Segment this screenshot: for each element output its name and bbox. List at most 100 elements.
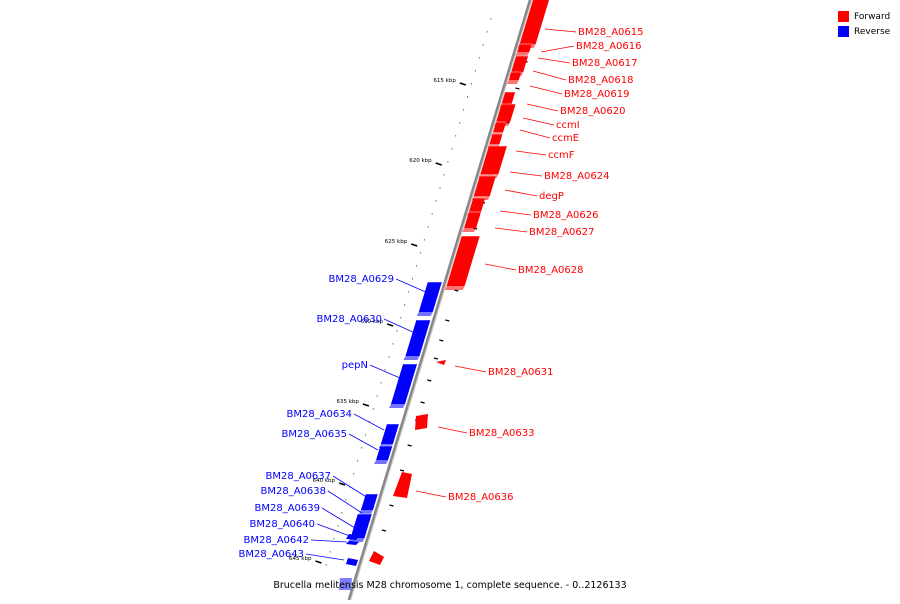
ruler-dot: [412, 278, 414, 280]
forward-gene-label: BM28_A0620: [560, 106, 626, 117]
ruler-dot: [439, 187, 441, 189]
ruler-dot: [443, 174, 445, 176]
scale-tick: [454, 289, 459, 292]
reverse-gene-leader: [310, 539, 348, 543]
forward-gene-block: [473, 176, 496, 196]
forward-gene-leader: [519, 129, 551, 139]
ruler-dot: [419, 252, 421, 254]
scale-tick: [399, 469, 405, 472]
ruler-dot: [329, 551, 331, 553]
ruler-dot: [463, 109, 465, 111]
ruler-dot: [388, 356, 390, 358]
reverse-gene-label: BM28_A0640: [249, 519, 315, 530]
ruler-dot: [353, 473, 355, 475]
forward-gene-label: BM28_A0624: [544, 171, 610, 182]
ruler-dot: [459, 122, 461, 124]
kbp-tick: [338, 482, 346, 486]
ruler-dot: [325, 564, 327, 566]
kbp-label: 640 kbp: [313, 478, 336, 484]
forward-gene-leader: [515, 150, 547, 156]
reverse-gene-label: BM28_A0629: [328, 274, 394, 285]
ruler-dot: [357, 460, 359, 462]
forward-gene-label: ccmI: [556, 120, 580, 131]
reverse-gene-leader: [327, 490, 363, 514]
scale-tick: [439, 339, 444, 342]
kbp-tick: [386, 323, 394, 327]
backbone-line: [347, 0, 532, 601]
forward-gene-block: [446, 236, 480, 286]
forward-gene-block: [464, 212, 481, 228]
scale-tick: [445, 319, 450, 322]
ruler-dot: [341, 512, 343, 514]
forward-gene-label: BM28_A0636: [448, 492, 514, 503]
reverse-gene-label: pepN: [342, 360, 368, 371]
forward-gene-block: [508, 72, 522, 80]
forward-gene-block: [393, 472, 412, 498]
forward-gene-block-shade: [462, 228, 477, 232]
reverse-gene-leader: [395, 278, 429, 294]
forward-gene-block: [493, 122, 507, 132]
forward-gene-leader: [454, 365, 487, 373]
forward-gene-leader: [494, 227, 528, 233]
legend-swatch-reverse: [838, 26, 849, 37]
forward-gene-label: BM28_A0633: [469, 428, 535, 439]
reverse-gene-block: [339, 578, 352, 590]
reverse-gene-block: [405, 320, 431, 356]
forward-gene-leader: [526, 103, 559, 112]
ruler-dot: [408, 291, 410, 293]
ruler-dot: [478, 57, 480, 59]
reverse-gene-label: BM28_A0638: [260, 486, 326, 497]
ruler-dot: [333, 538, 335, 540]
forward-gene-leader: [499, 210, 532, 216]
scale-tick: [389, 504, 394, 507]
ruler-dot: [404, 304, 406, 306]
forward-gene-label: BM28_A0617: [572, 58, 638, 69]
ruler-dot: [423, 239, 425, 241]
ruler-dot: [435, 200, 437, 202]
reverse-gene-leader: [348, 433, 379, 451]
kbp-label: 625 kbp: [385, 239, 408, 245]
forward-gene-block: [489, 134, 503, 144]
ruler-dot: [467, 96, 469, 98]
forward-gene-leader: [504, 189, 538, 197]
scale-tick: [433, 357, 439, 360]
forward-gene-block-shade: [515, 52, 530, 56]
scale-tick: [515, 87, 520, 90]
ruler-dot: [337, 525, 339, 527]
ruler-dot: [384, 369, 386, 371]
forward-gene-label: BM28_A0616: [576, 41, 642, 52]
forward-gene-leader: [437, 426, 468, 434]
forward-gene-block: [501, 92, 516, 104]
forward-gene-label: BM28_A0626: [533, 210, 599, 221]
kbp-label: 630 kbp: [361, 319, 384, 325]
forward-gene-label: ccmE: [552, 133, 579, 144]
reverse-gene-leader: [332, 475, 369, 499]
kbp-tick: [410, 243, 418, 247]
backbone-shadow: [349, 0, 533, 601]
ruler-dot: [372, 408, 374, 410]
legend-item-forward: Forward: [838, 9, 890, 24]
reverse-gene-block: [418, 282, 442, 312]
ruler-dot: [380, 382, 382, 384]
forward-gene-block: [517, 44, 532, 52]
kbp-tick: [315, 560, 322, 564]
scale-tick: [420, 401, 425, 404]
forward-gene-label: ccmF: [548, 150, 575, 161]
ruler-dot: [396, 330, 398, 332]
kbp-label: 645 kbp: [289, 556, 312, 562]
reverse-gene-label: BM28_A0639: [254, 503, 320, 514]
reverse-gene-block: [380, 424, 399, 444]
legend-item-reverse: Reverse: [838, 24, 890, 39]
forward-gene-leader: [540, 45, 575, 53]
forward-gene-leader: [532, 70, 567, 81]
ruler-dot: [490, 18, 492, 20]
reverse-gene-leader: [353, 413, 385, 431]
reverse-gene-leader: [316, 523, 351, 537]
scale-tick: [427, 379, 432, 382]
legend-swatch-forward: [838, 11, 849, 22]
legend: Forward Reverse: [838, 9, 890, 39]
ruler-dot: [364, 434, 366, 436]
kbp-label: 635 kbp: [336, 399, 359, 405]
